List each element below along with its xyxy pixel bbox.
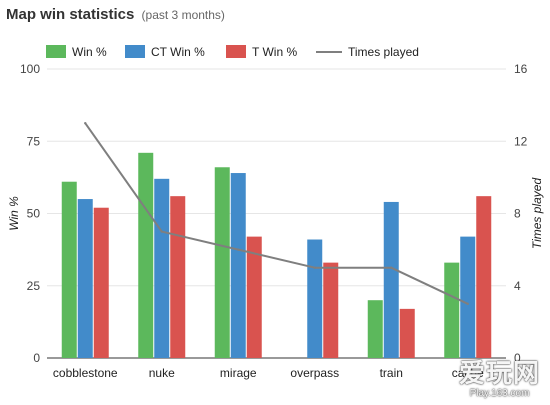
- y-axis-title-left: Win %: [7, 196, 21, 231]
- chart-title: Map win statistics (past 3 months): [6, 6, 225, 23]
- x-tick-label: train: [380, 366, 403, 380]
- chart-title-text: Map win statistics: [6, 6, 135, 23]
- ct-win-bar: [460, 236, 476, 358]
- win-bar: [214, 167, 230, 358]
- y-tick-label-left: 50: [27, 207, 41, 221]
- y-tick-label-left: 0: [33, 351, 40, 365]
- ct-win-bar: [307, 239, 323, 358]
- times-played-point: [390, 266, 393, 269]
- ct-win-bar: [383, 201, 399, 358]
- y-tick-label-right: 12: [514, 134, 528, 148]
- win-bar: [61, 181, 77, 358]
- y-tick-label-left: 25: [27, 279, 41, 293]
- ct-win-bar: [154, 178, 170, 358]
- y-tick-label-left: 75: [27, 134, 41, 148]
- y-tick-label-right: 0: [514, 351, 521, 365]
- times-played-point: [237, 248, 240, 251]
- legend-t-win-label: T Win %: [252, 45, 297, 59]
- legend-win-label: Win %: [72, 45, 107, 59]
- watermark-text: 爱玩网: [458, 359, 540, 389]
- win-bar: [138, 152, 154, 358]
- t-win-bar: [399, 308, 415, 358]
- times-played-line: [84, 122, 469, 305]
- times-played-point: [84, 121, 87, 125]
- y-tick-label-right: 8: [514, 207, 521, 221]
- legend-times-played-label: Times played: [348, 45, 419, 59]
- x-tick-label: mirage: [220, 366, 257, 380]
- x-tick-label: overpass: [290, 366, 339, 380]
- legend-win-swatch: [46, 45, 66, 58]
- x-tick-label: nuke: [149, 366, 175, 380]
- times-played-point: [313, 266, 316, 269]
- t-win-bar: [323, 262, 339, 358]
- legend-t-win-swatch: [226, 45, 246, 58]
- legend-ct-win-label: CT Win %: [151, 45, 205, 59]
- t-win-bar: [93, 207, 109, 358]
- x-tick-label: cobblestone: [53, 366, 118, 380]
- t-win-bar: [476, 196, 492, 358]
- chart-subtitle: (past 3 months): [141, 8, 225, 22]
- times-played-point: [466, 302, 469, 306]
- y-tick-label-left: 100: [20, 62, 40, 76]
- t-win-bar: [170, 196, 186, 358]
- t-win-bar: [246, 236, 262, 358]
- watermark-url: Play.163.com: [469, 388, 530, 399]
- ct-win-bar: [230, 173, 246, 358]
- legend-ct-win-swatch: [125, 45, 145, 58]
- ct-win-bar: [77, 199, 93, 358]
- times-played-point: [160, 230, 163, 233]
- y-axis-title-right: Times played: [530, 178, 544, 250]
- win-bar: [444, 262, 460, 358]
- win-bar: [367, 300, 383, 358]
- y-tick-label-right: 4: [514, 279, 521, 293]
- y-tick-label-right: 16: [514, 62, 528, 76]
- x-tick-label: cache: [452, 366, 484, 380]
- watermark-logo: 爱玩网 Play.163.com: [459, 360, 540, 399]
